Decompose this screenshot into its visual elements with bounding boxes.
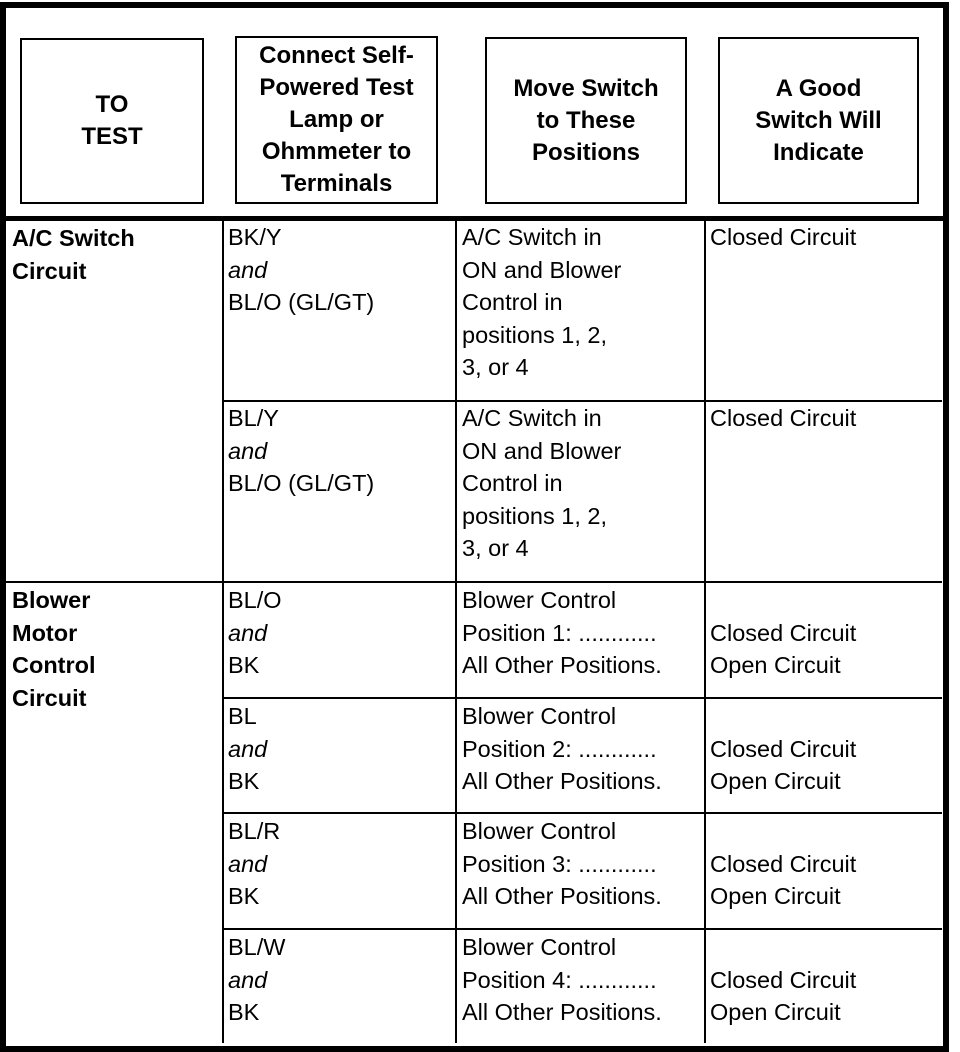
positions-cell: Blower Control Position 3: ............ … — [462, 818, 662, 909]
conjunction: and — [228, 619, 268, 646]
terminal-a: BL/O — [228, 587, 282, 613]
indication-cell: Closed Circuit — [710, 224, 857, 250]
conjunction: and — [228, 850, 268, 877]
conjunction: and — [228, 256, 268, 283]
row-divider — [222, 928, 942, 930]
terminals-cell: BK/Y and BL/O (GL/GT) — [228, 221, 374, 319]
terminals-cell: BL/R and BK — [228, 815, 280, 913]
conjunction: and — [228, 966, 268, 993]
terminals-cell: BL/O and BK — [228, 584, 282, 682]
terminals-cell: BL/W and BK — [228, 931, 285, 1029]
conjunction: and — [228, 437, 268, 464]
terminal-b: BK — [228, 768, 260, 794]
terminal-b: BL/O (GL/GT) — [228, 470, 375, 496]
positions-cell: Blower Control Position 2: ............ … — [462, 703, 662, 794]
header-positions: Move Switch to These Positions — [485, 37, 687, 204]
row-divider — [0, 581, 942, 583]
terminal-b: BK — [228, 652, 260, 678]
row-divider — [222, 697, 942, 699]
indication-cell: Closed Circuit Open Circuit — [710, 850, 857, 910]
terminal-b: BL/O (GL/GT) — [228, 289, 375, 315]
indication-cell: Closed Circuit Open Circuit — [710, 966, 857, 1026]
header-text: TO TEST — [81, 91, 143, 150]
positions-cell: Blower Control Position 4: ............ … — [462, 934, 662, 1025]
header-terminals: Connect Self- Powered Test Lamp or Ohmme… — [235, 36, 438, 204]
group-ac-switch-circuit: A/C Switch Circuit — [12, 225, 135, 284]
group-blower-motor-control-circuit: Blower Motor Control Circuit — [12, 587, 96, 711]
header-indicate: A Good Switch Will Indicate — [718, 37, 919, 204]
header-divider — [0, 216, 949, 221]
terminal-b: BK — [228, 999, 260, 1025]
terminals-cell: BL/Y and BL/O (GL/GT) — [228, 402, 374, 500]
conjunction: and — [228, 735, 268, 762]
positions-cell: Blower Control Position 1: ............ … — [462, 587, 662, 678]
terminal-a: BL — [228, 703, 257, 729]
header-to-test: TO TEST — [20, 38, 204, 204]
row-divider — [222, 812, 942, 814]
positions-cell: A/C Switch in ON and Blower Control in p… — [462, 405, 622, 561]
row-divider — [222, 400, 942, 402]
indication-cell: Closed Circuit — [710, 405, 857, 431]
header-text: A Good Switch Will Indicate — [755, 74, 882, 166]
column-divider — [704, 220, 706, 1043]
column-divider — [455, 220, 457, 1043]
terminal-a: BL/R — [228, 818, 281, 844]
terminal-a: BL/Y — [228, 405, 279, 431]
positions-cell: A/C Switch in ON and Blower Control in p… — [462, 224, 622, 380]
terminal-a: BK/Y — [228, 224, 282, 250]
indication-cell: Closed Circuit Open Circuit — [710, 735, 857, 795]
column-divider — [222, 220, 224, 1043]
indication-cell: Closed Circuit Open Circuit — [710, 619, 857, 679]
terminal-a: BL/W — [228, 934, 286, 960]
header-text: Connect Self- Powered Test Lamp or Ohmme… — [259, 42, 414, 197]
terminal-b: BK — [228, 883, 260, 909]
terminals-cell: BL and BK — [228, 700, 267, 798]
header-text: Move Switch to These Positions — [513, 74, 659, 166]
